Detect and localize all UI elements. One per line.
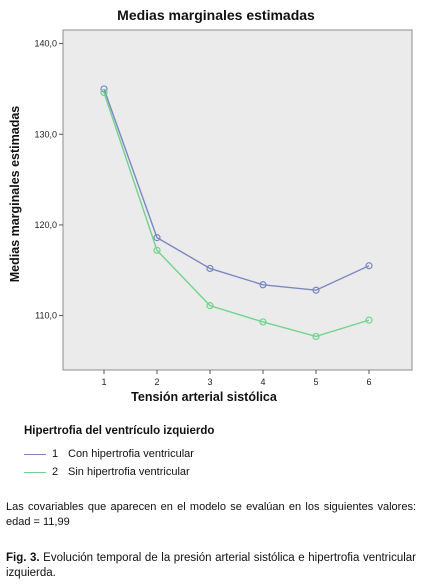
x-axis: 1 2 3 4 5 6 bbox=[101, 370, 372, 387]
legend-label: Con hipertrofia ventricular bbox=[68, 448, 194, 460]
data-point bbox=[206, 302, 214, 310]
plot-area bbox=[62, 29, 413, 371]
figure-label: Fig. 3. bbox=[6, 552, 40, 564]
y-tick-label: 120,0 bbox=[34, 220, 57, 230]
figure-caption: Fig. 3. Evolución temporal de la presión… bbox=[6, 551, 416, 581]
legend-title: Hipertrofia del ventrículo izquierdo bbox=[24, 425, 215, 437]
series-2 bbox=[100, 88, 373, 341]
x-tick-label: 6 bbox=[366, 377, 371, 387]
legend-swatch-series-1 bbox=[24, 453, 46, 455]
series-1 bbox=[100, 85, 373, 294]
data-point bbox=[312, 286, 320, 294]
data-point bbox=[259, 318, 267, 326]
covariate-note: Las covariables que aparecen en el model… bbox=[6, 501, 416, 529]
x-tick-label: 3 bbox=[207, 377, 212, 387]
data-point bbox=[153, 234, 161, 242]
y-tick-label: 110,0 bbox=[35, 311, 57, 321]
x-tick-label: 2 bbox=[154, 377, 159, 387]
figure-caption-text: Evolución temporal de la presión arteria… bbox=[6, 552, 416, 579]
series-line bbox=[103, 88, 370, 291]
data-point bbox=[365, 316, 373, 324]
legend-item-con-hipertrofia: 1 Con hipertrofia ventricular bbox=[24, 445, 404, 463]
data-point bbox=[312, 332, 320, 341]
legend-item-sin-hipertrofia: 2 Sin hipertrofia ventricular bbox=[24, 463, 404, 481]
data-point bbox=[259, 281, 267, 289]
x-tick-label: 4 bbox=[260, 377, 265, 387]
y-axis: 110,0 120,0 130,0 140,0 bbox=[34, 39, 63, 321]
x-axis-title: Tensión arterial sistólica bbox=[131, 390, 278, 404]
data-point bbox=[206, 264, 214, 273]
x-tick-label: 1 bbox=[101, 377, 106, 387]
data-point bbox=[100, 85, 108, 93]
y-axis-title: Medias marginales estimadas bbox=[8, 106, 22, 283]
y-tick-label: 130,0 bbox=[34, 129, 57, 139]
x-tick-label: 5 bbox=[313, 377, 318, 387]
legend-swatch-series-2 bbox=[24, 471, 46, 473]
series-line bbox=[103, 92, 370, 338]
legend-code: 1 bbox=[52, 448, 59, 460]
data-point bbox=[153, 246, 161, 254]
legend-code: 2 bbox=[52, 466, 59, 478]
data-point bbox=[365, 262, 373, 270]
chart: Medias marginales estimadas 1 2 3 4 5 6 110,0… bbox=[8, 7, 413, 404]
legend-label: Sin hipertrofia ventricular bbox=[68, 466, 190, 478]
data-point bbox=[100, 88, 108, 97]
y-tick-label: 140,0 bbox=[34, 39, 57, 49]
chart-title: Medias marginales estimadas bbox=[117, 7, 315, 23]
series-layer bbox=[100, 85, 373, 341]
legend: Hipertrofia del ventrículo izquierdo 1 C… bbox=[24, 425, 404, 481]
